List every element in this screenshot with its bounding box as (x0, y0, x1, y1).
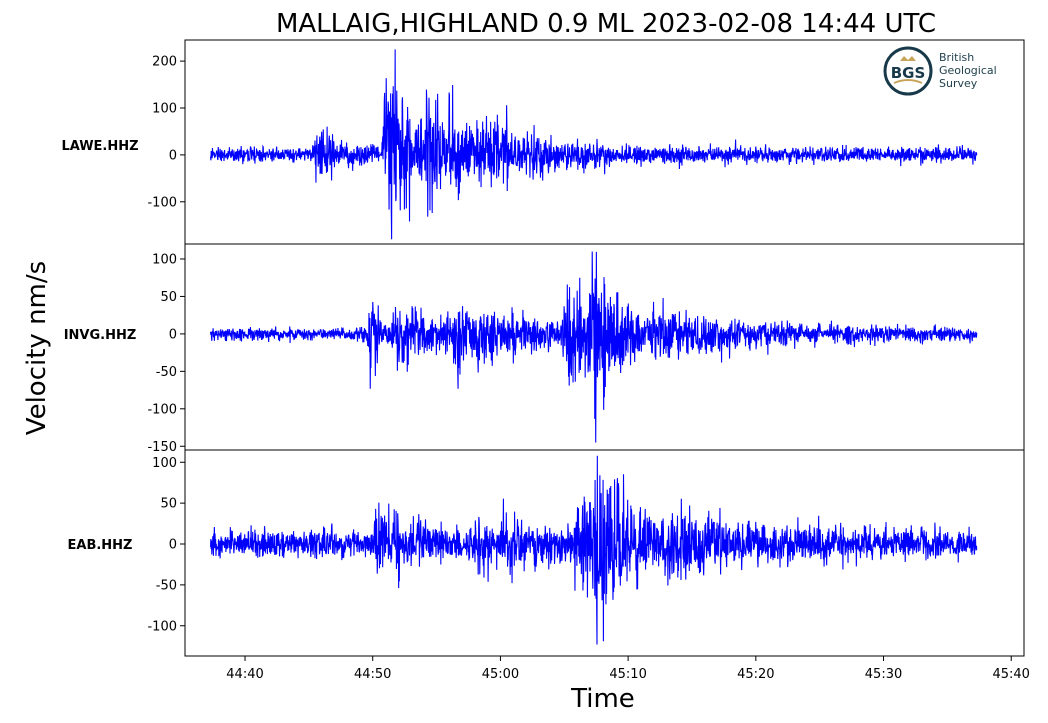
chart-title: MALLAIG,HIGHLAND 0.9 ML 2023-02-08 14:44… (276, 9, 936, 39)
x-tick-label: 44:50 (354, 667, 391, 682)
y-axis-title: Velocity nm/s (22, 261, 52, 435)
y-tick-label: 0 (169, 148, 177, 163)
x-tick-label: 45:10 (609, 667, 646, 682)
x-axis: 44:40 44:50 45:00 45:10 45:20 45:30 45:40 (226, 656, 1030, 682)
panel-frame (184, 449, 1025, 657)
y-tick-label: 100 (152, 456, 177, 471)
logo-wave (893, 79, 923, 84)
x-tick-label: 45:00 (482, 667, 519, 682)
y-tick-label: 50 (160, 290, 177, 305)
y-tick-label: -100 (147, 195, 177, 210)
x-tick-label: 45:40 (992, 667, 1029, 682)
y-tick-label: -100 (147, 402, 177, 417)
crown-icon (900, 56, 916, 61)
waveform-lawe-hhz (209, 49, 978, 240)
station-label: EAB.HHZ (68, 538, 133, 553)
y-tick-label: 100 (152, 252, 177, 267)
y-tick-label: 200 (152, 55, 177, 70)
panel-eab-hhz: 100 50 0 -50 -100 EAB.HHZ (68, 449, 1025, 657)
x-tick-label: 45:20 (737, 667, 774, 682)
y-tick-label: 0 (169, 538, 177, 553)
y-tick-label: 50 (160, 497, 177, 512)
station-label: LAWE.HHZ (61, 139, 138, 154)
y-tick-label: -100 (147, 619, 177, 634)
station-label: INVG.HHZ (64, 328, 137, 343)
waveform-invg-hhz (209, 251, 978, 443)
panels-layer: 200 100 0 -100 LAWE.HHZ 100 50 0 -50 -100 -150 INVG… (61, 39, 1025, 657)
logo-monogram: BGS (891, 64, 926, 82)
y-tick-label: 100 (152, 102, 177, 117)
y-tick-label: 0 (169, 327, 177, 342)
logo-text-line3: Survey (939, 77, 978, 90)
x-tick-label: 44:40 (226, 667, 263, 682)
x-axis-title: Time (570, 684, 635, 714)
waveform-eab-hhz (209, 455, 978, 645)
y-tick-label: -50 (156, 578, 177, 593)
logo-text-line1: British (939, 51, 974, 64)
logo-text-line2: Geological (939, 64, 997, 77)
x-tick-label: 45:30 (865, 667, 902, 682)
panel-invg-hhz: 100 50 0 -50 -100 -150 INVG.HHZ (64, 243, 1025, 455)
y-tick-label: -150 (147, 440, 177, 455)
bgs-logo: BGS British Geological Survey (883, 46, 997, 96)
y-tick-label: -50 (156, 365, 177, 380)
